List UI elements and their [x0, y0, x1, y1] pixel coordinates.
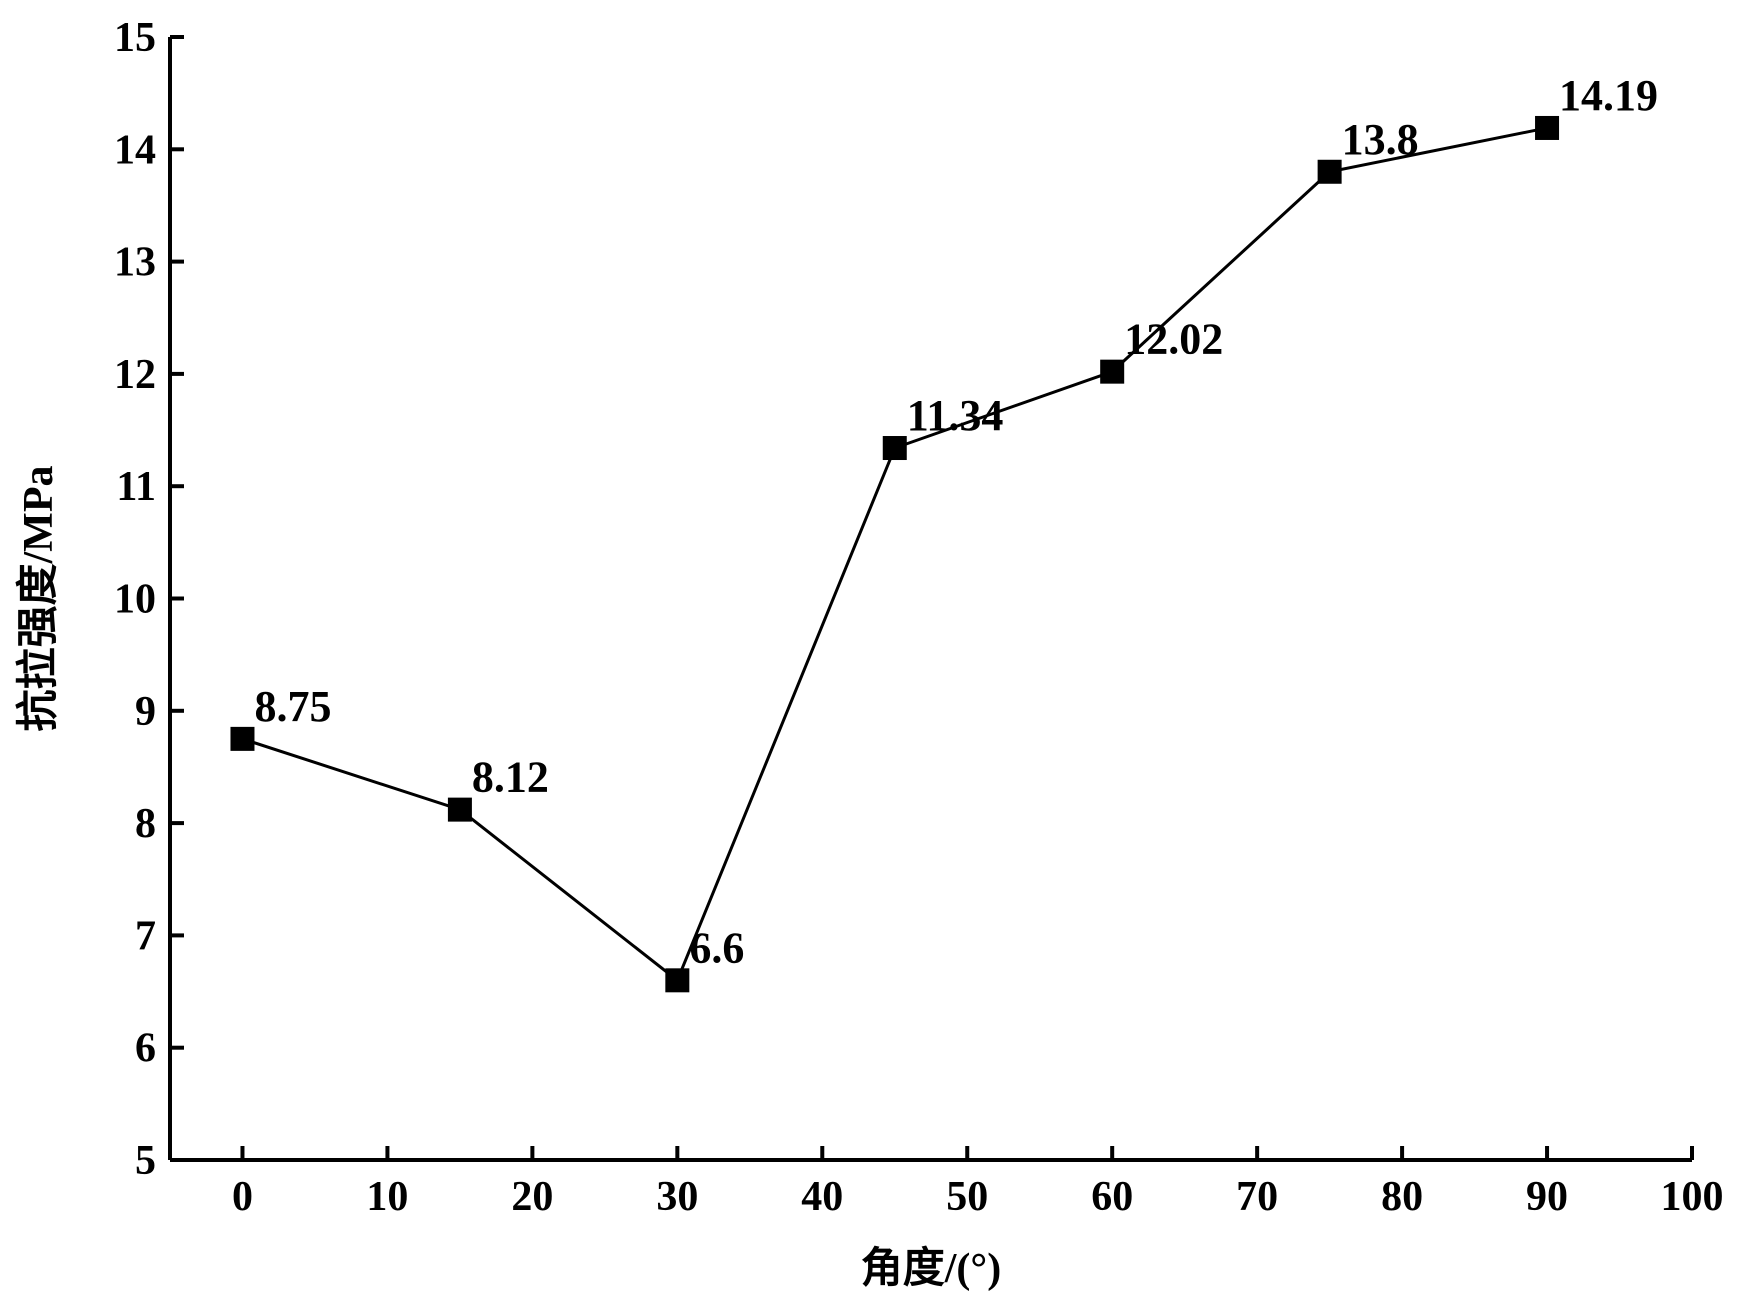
x-tick-label: 80 [1381, 1174, 1423, 1220]
y-tick-label: 7 [135, 913, 156, 959]
data-label: 8.75 [254, 682, 331, 731]
x-tick-label: 100 [1661, 1174, 1724, 1220]
data-label: 12.02 [1124, 315, 1223, 364]
data-label: 6.6 [689, 923, 744, 972]
data-label: 14.19 [1559, 71, 1658, 120]
y-tick-label: 14 [114, 127, 156, 173]
series-line [242, 126, 1548, 983]
x-tick-label: 30 [656, 1174, 698, 1220]
data-label: 8.12 [472, 753, 549, 802]
x-tick-label: 70 [1236, 1174, 1278, 1220]
x-tick-label: 50 [946, 1174, 988, 1220]
x-axis-title: 角度/(°) [861, 1245, 1001, 1292]
data-point [1317, 159, 1342, 184]
data-point [230, 726, 255, 751]
data-point [882, 436, 907, 461]
y-axis-title: 抗拉强度/MPa [15, 466, 62, 732]
y-tick-label: 15 [114, 15, 156, 61]
series: 8.75 8.12 6.6 11.34 12.02 13.8 14.19 [230, 71, 1658, 993]
data-point [665, 968, 690, 993]
y-tick-label: 10 [114, 577, 156, 623]
data-point [1535, 115, 1560, 140]
data-point [1100, 359, 1125, 384]
axes [168, 37, 1692, 1162]
y-tick-label: 6 [135, 1026, 156, 1072]
x-tick-label: 10 [366, 1174, 408, 1220]
x-tick-label: 0 [232, 1174, 253, 1220]
x-tick-label: 40 [801, 1174, 843, 1220]
data-label: 13.8 [1342, 115, 1419, 164]
y-tick-label: 5 [135, 1138, 156, 1184]
x-tick-label: 60 [1091, 1174, 1133, 1220]
x-tick-label: 90 [1526, 1174, 1568, 1220]
y-tick-label: 12 [114, 352, 156, 398]
ticks: 0 10 20 30 40 50 60 70 80 90 100 5 6 7 8 9 10 11 12 13 14 15 [114, 15, 1724, 1220]
data-label: 11.34 [907, 391, 1004, 440]
y-tick-label: 8 [135, 801, 156, 847]
y-tick-label: 9 [135, 689, 156, 735]
x-tick-label: 20 [511, 1174, 553, 1220]
y-tick-label: 11 [116, 464, 156, 510]
data-point [447, 797, 472, 822]
y-tick-label: 13 [114, 240, 156, 286]
